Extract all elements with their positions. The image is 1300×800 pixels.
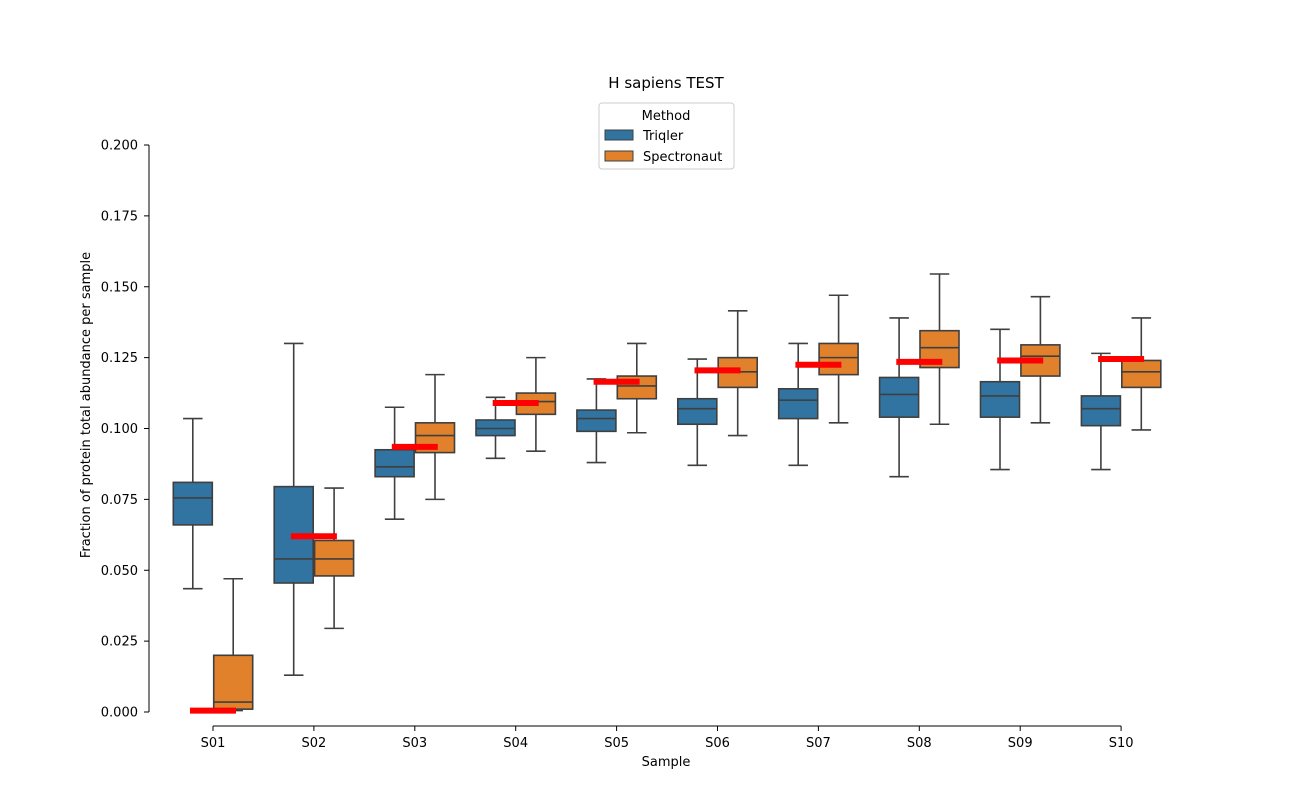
legend-swatch-triqler [604, 129, 634, 141]
y-tick-label: 0.000 [101, 706, 138, 721]
x-axis-label: Sample [642, 755, 691, 770]
box-spectronaut [818, 342, 859, 376]
legend-label-triqler: Triqler [642, 129, 684, 144]
y-tick-label: 0.125 [101, 351, 138, 366]
y-tick-label: 0.050 [101, 564, 138, 579]
x-tick-label: S01 [201, 736, 226, 751]
x-tick-label: S05 [604, 736, 629, 751]
box-triqler [1080, 395, 1122, 427]
x-tick-label: S03 [402, 736, 427, 751]
box-triqler [576, 409, 617, 433]
x-tick-label: S06 [705, 736, 730, 751]
box-spectronaut [212, 654, 254, 710]
x-tick-label: S02 [302, 736, 327, 751]
box-triqler [979, 380, 1021, 418]
legend-title: Method [642, 109, 691, 124]
y-tick-label: 0.075 [101, 493, 138, 508]
x-tick-label: S10 [1109, 736, 1134, 751]
plot-area: 0.000 0.025 0.050 0.075 0.100 0.125 0.150 0.175… [101, 139, 1162, 751]
y-tick-label: 0.025 [101, 635, 138, 650]
y-tick-label: 0.150 [101, 280, 138, 295]
x-tick-label: S08 [907, 736, 932, 751]
y-tick-label: 0.200 [101, 139, 138, 154]
box-spectronaut [1121, 359, 1162, 389]
y-axis-label: Fraction of protein total abundance per … [79, 252, 94, 558]
box-triqler [374, 448, 415, 478]
legend-label-spectronaut: Spectronaut [643, 150, 722, 165]
x-tick-label: S07 [806, 736, 831, 751]
box-triqler [172, 481, 214, 526]
box-triqler [878, 376, 920, 418]
x-tick-label: S04 [503, 736, 528, 751]
chart-title: H sapiens TEST [608, 74, 724, 92]
legend-swatch-spectronaut [604, 150, 634, 162]
box-triqler [676, 397, 718, 426]
y-tick-label: 0.100 [101, 422, 138, 437]
y-tick-label: 0.175 [101, 209, 138, 224]
box-triqler [777, 388, 819, 420]
legend: Method Triqler Spectronaut [598, 102, 735, 170]
x-tick-label: S09 [1008, 736, 1033, 751]
